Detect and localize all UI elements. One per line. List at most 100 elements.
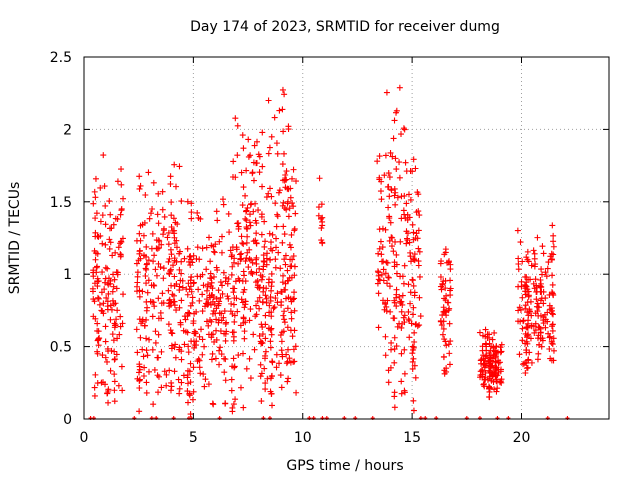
data-point — [396, 174, 403, 181]
data-point — [217, 328, 224, 335]
data-point — [189, 396, 196, 403]
data-point — [178, 297, 185, 304]
data-point — [537, 276, 544, 283]
data-point — [524, 299, 531, 306]
data-point — [196, 364, 203, 371]
data-point — [105, 290, 112, 297]
data-point — [548, 323, 555, 330]
data-point — [491, 329, 498, 336]
data-point — [91, 247, 98, 254]
data-point — [120, 291, 127, 298]
data-point — [232, 174, 239, 181]
data-point — [401, 126, 408, 133]
data-point — [102, 241, 109, 248]
data-point — [410, 346, 417, 353]
data-point — [378, 178, 385, 185]
data-point — [190, 320, 197, 327]
data-point — [284, 267, 291, 274]
data-point — [215, 300, 222, 307]
data-point — [99, 269, 106, 276]
data-point — [480, 380, 487, 387]
data-point — [246, 219, 253, 226]
data-point — [398, 193, 405, 200]
data-point — [106, 225, 113, 232]
data-point — [282, 176, 289, 183]
data-point — [375, 290, 382, 297]
data-point — [107, 367, 114, 374]
data-point — [151, 303, 158, 310]
data-point — [112, 300, 119, 307]
data-point — [242, 192, 249, 199]
data-point — [142, 265, 149, 272]
data-point — [515, 266, 522, 273]
data-point — [382, 270, 389, 277]
data-point — [287, 359, 294, 366]
data-point — [409, 221, 416, 228]
data-point — [101, 183, 108, 190]
data-point — [281, 150, 288, 157]
data-point — [293, 389, 300, 396]
data-point — [155, 389, 162, 396]
data-point — [287, 295, 294, 302]
data-point — [275, 249, 282, 256]
data-point — [109, 288, 116, 295]
data-point — [516, 304, 523, 311]
data-point — [139, 288, 146, 295]
data-point — [230, 333, 237, 340]
data-point — [91, 384, 98, 391]
data-point — [401, 346, 408, 353]
data-point — [196, 297, 203, 304]
data-point — [258, 231, 265, 238]
data-point — [191, 330, 198, 337]
data-point — [397, 273, 404, 280]
data-point — [414, 189, 421, 196]
data-point — [438, 286, 445, 293]
data-point — [164, 234, 171, 241]
data-points — [88, 84, 570, 420]
data-point — [114, 178, 121, 185]
data-point — [187, 262, 194, 269]
data-point — [550, 238, 557, 245]
data-point — [398, 324, 405, 331]
data-point — [276, 360, 283, 367]
data-point — [111, 348, 118, 355]
data-point — [398, 350, 405, 357]
data-point — [291, 289, 298, 296]
data-point — [407, 196, 414, 203]
x-tick-label: 5 — [189, 430, 198, 446]
data-point — [102, 338, 109, 345]
data-point — [538, 288, 545, 295]
data-point — [139, 221, 146, 228]
data-point — [278, 384, 285, 391]
data-point — [167, 266, 174, 273]
data-point — [517, 239, 524, 246]
data-point — [251, 346, 258, 353]
data-point — [143, 261, 150, 268]
data-point — [277, 265, 284, 272]
data-point — [178, 270, 185, 277]
data-point — [104, 358, 111, 365]
data-point — [259, 183, 266, 190]
data-point — [140, 232, 147, 239]
data-point — [198, 326, 205, 333]
data-point — [170, 292, 177, 299]
data-point — [104, 265, 111, 272]
data-point — [445, 341, 452, 348]
data-point — [210, 307, 217, 314]
data-point — [104, 306, 111, 313]
data-point — [230, 158, 237, 165]
data-point — [285, 213, 292, 220]
data-point — [485, 383, 492, 390]
data-point — [265, 150, 272, 157]
data-point — [401, 389, 408, 396]
data-point — [281, 316, 288, 323]
data-point — [269, 358, 276, 365]
data-point — [117, 211, 124, 218]
data-point — [403, 228, 410, 235]
data-point — [437, 260, 444, 267]
data-point — [187, 360, 194, 367]
data-point — [515, 283, 522, 290]
data-point — [219, 282, 226, 289]
data-point — [485, 367, 492, 374]
data-point — [279, 202, 286, 209]
